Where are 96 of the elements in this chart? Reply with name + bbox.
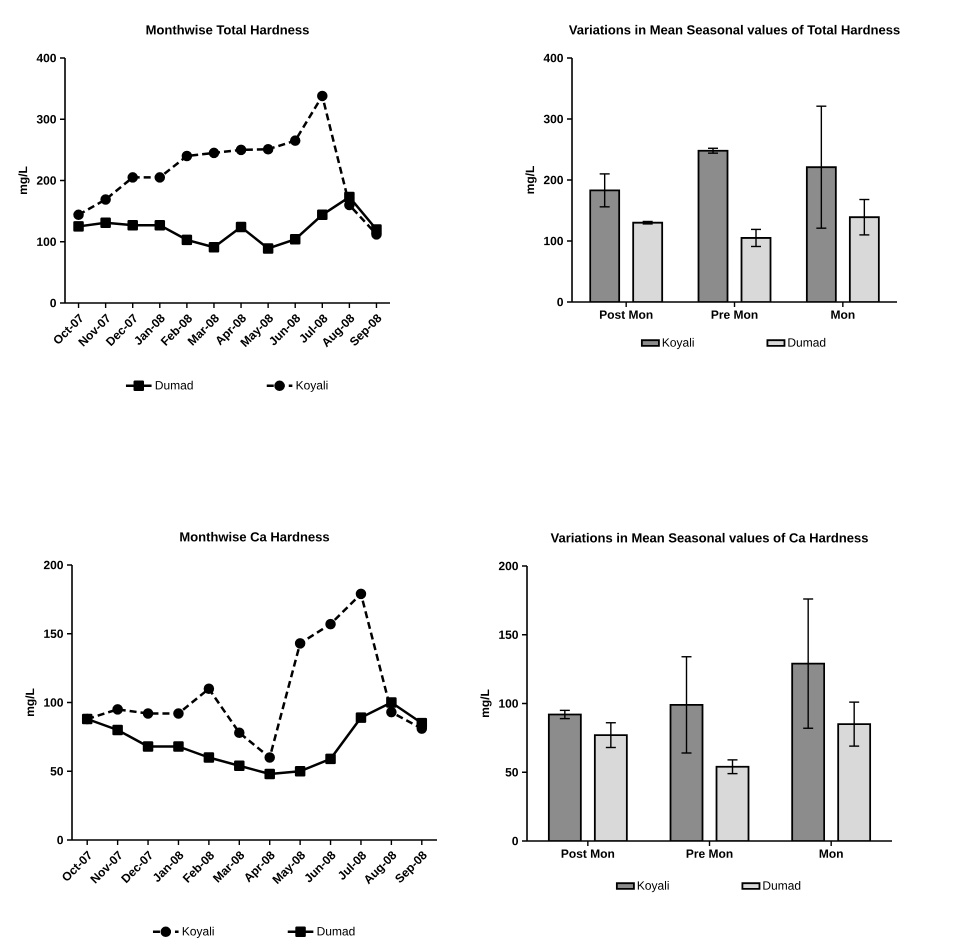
y-tick-label: 150 bbox=[44, 630, 63, 638]
y-axis-title: mg/L bbox=[525, 166, 537, 194]
point bbox=[100, 194, 111, 205]
bar bbox=[848, 216, 880, 302]
point bbox=[112, 704, 123, 715]
point bbox=[142, 708, 154, 719]
point bbox=[294, 766, 306, 776]
x-tick-label: Mon bbox=[831, 310, 854, 319]
y-tick-label: 50 bbox=[506, 768, 518, 776]
point bbox=[317, 210, 328, 220]
point bbox=[294, 638, 306, 649]
y-tick-label: 200 bbox=[36, 176, 56, 185]
point bbox=[356, 588, 366, 600]
y-tick-label: 100 bbox=[44, 698, 63, 707]
y-tick-label: 300 bbox=[36, 114, 56, 124]
x-tick-label: Post Mon bbox=[600, 310, 652, 319]
point bbox=[264, 768, 275, 780]
point bbox=[356, 712, 366, 723]
y-tick-label: 300 bbox=[544, 114, 563, 124]
legend-label: Dumad bbox=[156, 380, 193, 390]
point bbox=[236, 144, 246, 156]
point bbox=[182, 234, 192, 246]
bar bbox=[632, 222, 664, 302]
legend-label: Koyali bbox=[662, 338, 694, 350]
point bbox=[290, 135, 300, 146]
point bbox=[73, 221, 84, 232]
point bbox=[204, 752, 214, 763]
bar bbox=[806, 166, 837, 302]
point bbox=[416, 718, 428, 728]
point bbox=[262, 144, 274, 155]
point bbox=[386, 706, 397, 718]
y-tick-label: 0 bbox=[50, 298, 56, 308]
point bbox=[317, 90, 328, 102]
point bbox=[173, 708, 184, 719]
point bbox=[290, 234, 300, 245]
y-tick-label: 0 bbox=[512, 836, 518, 846]
point bbox=[234, 760, 245, 771]
point bbox=[208, 242, 220, 253]
bar bbox=[837, 723, 872, 841]
point bbox=[264, 752, 275, 763]
y-axis-title: mg/L bbox=[480, 690, 492, 718]
y-tick-label: 400 bbox=[36, 54, 56, 62]
point bbox=[100, 218, 111, 228]
point bbox=[234, 728, 245, 738]
bar bbox=[716, 766, 750, 841]
x-tick-label: Pre Mon bbox=[712, 310, 758, 319]
point bbox=[204, 683, 214, 694]
chart-title: Variations in Mean Seasonal values of Total Hardness bbox=[568, 24, 900, 34]
point bbox=[262, 243, 274, 254]
point bbox=[82, 714, 92, 724]
legend-label: Dumad bbox=[788, 338, 826, 347]
chart-title: Monthwise Ca Hardness bbox=[180, 532, 330, 542]
bar bbox=[791, 662, 826, 841]
y-tick-label: 200 bbox=[544, 176, 563, 184]
legend-label: Dumad bbox=[318, 926, 355, 936]
bar bbox=[589, 189, 620, 302]
y-tick-label: 0 bbox=[557, 298, 563, 306]
legend-label: Koyali bbox=[638, 880, 669, 892]
chart-title: Variations in Mean Seasonal values of Ca Hardness bbox=[550, 532, 868, 542]
x-tick-label: Pre Mon bbox=[686, 850, 732, 858]
point bbox=[73, 210, 84, 220]
point bbox=[325, 618, 336, 630]
y-tick-label: 200 bbox=[44, 560, 63, 570]
point bbox=[236, 222, 246, 232]
y-tick-label: 100 bbox=[544, 236, 563, 246]
y-axis-title: mg/L bbox=[18, 166, 30, 194]
point bbox=[173, 741, 184, 752]
bar bbox=[548, 714, 582, 841]
legend-label: Koyali bbox=[296, 380, 328, 392]
chart-title: Monthwise Total Hardness bbox=[146, 24, 309, 34]
point bbox=[208, 148, 220, 158]
y-tick-label: 400 bbox=[544, 54, 563, 62]
x-tick-label: Post Mon bbox=[562, 850, 614, 858]
point bbox=[142, 741, 154, 752]
bar bbox=[670, 704, 704, 841]
y-tick-label: 150 bbox=[499, 630, 518, 639]
bar bbox=[594, 734, 628, 841]
x-tick-label: Mon bbox=[820, 850, 843, 858]
y-tick-label: 100 bbox=[37, 238, 56, 246]
legend-label: Koyali bbox=[182, 926, 214, 938]
point bbox=[182, 150, 192, 162]
point bbox=[154, 172, 166, 183]
legend-label: Dumad bbox=[763, 880, 800, 890]
y-axis-title: mg/L bbox=[25, 688, 37, 716]
point bbox=[112, 724, 123, 736]
y-tick-label: 0 bbox=[57, 836, 63, 844]
point bbox=[127, 220, 138, 230]
point bbox=[154, 220, 166, 230]
bar bbox=[698, 150, 728, 302]
y-tick-label: 50 bbox=[50, 767, 63, 776]
bar bbox=[740, 237, 772, 302]
point bbox=[386, 697, 397, 708]
y-tick-label: 200 bbox=[498, 562, 518, 570]
point bbox=[127, 172, 138, 183]
point bbox=[325, 754, 336, 764]
y-tick-label: 100 bbox=[499, 699, 518, 708]
